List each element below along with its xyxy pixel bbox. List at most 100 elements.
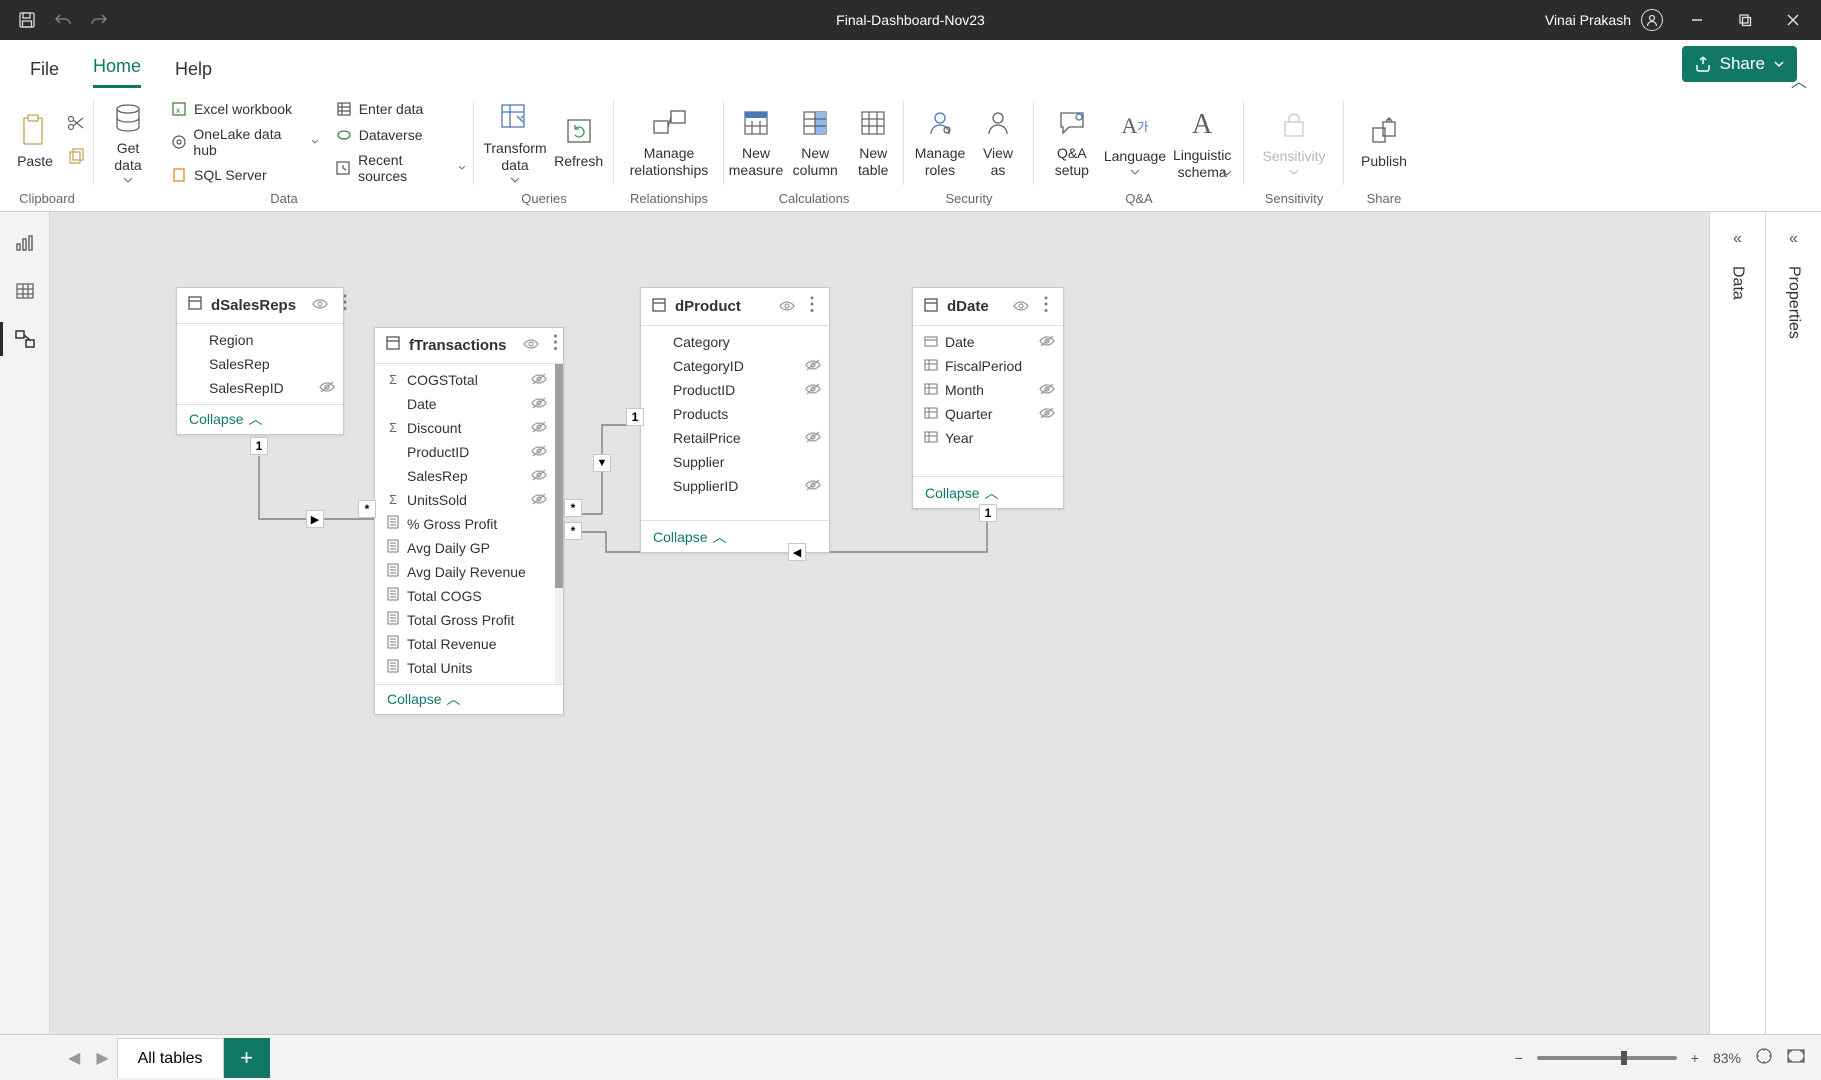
cut-icon[interactable] [67,114,85,137]
collapse-button[interactable]: Collapse ︿ [177,404,343,434]
table-dProduct[interactable]: dProduct ⋮ CategoryCategoryIDProductIDPr… [640,287,830,553]
tab-home[interactable]: Home [93,56,141,88]
field-row[interactable]: Products [641,402,829,426]
field-row[interactable]: Date [913,330,1063,354]
table-dDate[interactable]: dDate ⋮ DateFiscalPeriodMonthQuarterYear… [912,287,1064,509]
sql-server-button[interactable]: SQL Server [170,166,319,184]
excel-workbook-button[interactable]: xExcel workbook [170,100,319,118]
zoom-out-button[interactable]: − [1515,1050,1523,1066]
nav-prev-icon[interactable]: ◀ [60,1048,88,1068]
visibility-icon[interactable] [1013,299,1029,315]
new-table-button[interactable]: New table [847,105,899,179]
fullscreen-icon[interactable] [1787,1049,1805,1066]
field-row[interactable]: ProductID [641,378,829,402]
field-row[interactable]: CategoryID [641,354,829,378]
field-row[interactable]: Date [375,392,555,416]
user-account[interactable]: Vinai Prakash [1545,9,1663,31]
field-row[interactable]: Total COGS [375,584,555,608]
manage-relationships-button[interactable]: Manage relationships [630,105,709,179]
visibility-icon[interactable] [779,299,795,315]
tab-help[interactable]: Help [175,59,212,88]
field-row[interactable]: Region [177,328,343,352]
paste-button[interactable]: Paste [9,113,61,170]
model-view-icon[interactable] [12,326,38,352]
table-header[interactable]: dSalesReps ⋮ [177,288,343,324]
table-header[interactable]: dDate ⋮ [913,288,1063,326]
new-measure-button[interactable]: New measure [729,105,783,179]
qa-setup-button[interactable]: Q&A setup [1046,105,1098,179]
right-rail-properties[interactable]: « Properties [1765,212,1821,1034]
field-row[interactable]: Supplier [641,450,829,474]
field-row[interactable]: Total Units [375,656,555,680]
zoom-slider[interactable] [1537,1056,1677,1060]
onelake-button[interactable]: OneLake data hub [170,126,319,158]
copy-icon[interactable] [67,147,85,170]
transform-data-button[interactable]: Transform data [483,100,546,184]
field-row[interactable]: ΣDiscount [375,416,555,440]
table-header[interactable]: fTransactions ⋮ [375,328,563,364]
maximize-button[interactable] [1731,6,1759,34]
report-view-icon[interactable] [12,230,38,256]
recent-sources-button[interactable]: Recent sources [335,152,466,184]
new-column-button[interactable]: New column [789,105,841,179]
linguistic-schema-button[interactable]: A Linguistic schema [1172,107,1232,177]
right-rail-data[interactable]: « Data [1709,212,1765,1034]
field-row[interactable]: Avg Daily Revenue [375,560,555,584]
field-row[interactable]: Quarter [913,402,1063,426]
field-row[interactable]: FiscalPeriod [913,354,1063,378]
minimize-button[interactable] [1683,6,1711,34]
more-icon[interactable]: ⋮ [1037,299,1053,315]
field-row[interactable]: Total Gross Profit [375,608,555,632]
more-icon[interactable]: ⋮ [803,299,819,315]
field-row[interactable]: ProductID [375,440,555,464]
field-row[interactable]: Year [913,426,1063,450]
more-icon[interactable]: ⋮ [547,337,563,353]
field-row[interactable]: % Gross Profit [375,512,555,536]
field-row[interactable]: Category [641,330,829,354]
field-row[interactable]: ΣUnitsSold [375,488,555,512]
collapse-button[interactable]: Collapse ︿ [375,684,563,714]
tab-all-tables[interactable]: All tables [117,1038,224,1078]
tab-file[interactable]: File [30,59,59,88]
field-row[interactable]: Avg Daily GP [375,536,555,560]
field-row[interactable]: SalesRepID [177,376,343,400]
field-row[interactable]: SupplierID [641,474,829,498]
enter-data-button[interactable]: Enter data [335,100,466,118]
model-canvas[interactable]: dSalesReps ⋮ RegionSalesRepSalesRepID Co… [50,212,1709,1034]
save-icon[interactable] [18,11,36,29]
view-as-button[interactable]: View as [972,105,1024,179]
field-name: Avg Daily GP [407,540,547,556]
dataverse-button[interactable]: Dataverse [335,126,466,144]
data-view-icon[interactable] [12,278,38,304]
table-dSalesReps[interactable]: dSalesReps ⋮ RegionSalesRepSalesRepID Co… [176,287,344,435]
field-row[interactable]: SalesRep [375,464,555,488]
add-tab-button[interactable]: + [224,1038,270,1078]
nav-next-icon[interactable]: ▶ [88,1048,116,1068]
refresh-button[interactable]: Refresh [553,113,605,170]
field-row[interactable]: RetailPrice [641,426,829,450]
chevron-left-icon[interactable]: « [1789,230,1798,248]
field-row[interactable]: SalesRep [177,352,343,376]
publish-button[interactable]: Publish [1358,113,1410,170]
field-name: % Gross Profit [407,516,547,532]
scrollbar[interactable] [555,364,563,684]
zoom-in-button[interactable]: + [1691,1050,1699,1066]
get-data-button[interactable]: Get data [102,100,154,184]
more-icon[interactable]: ⋮ [336,297,352,313]
field-row[interactable]: Total Revenue [375,632,555,656]
field-row[interactable]: ΣCOGSTotal [375,368,555,392]
visibility-icon[interactable] [312,297,328,313]
fit-to-page-icon[interactable] [1755,1047,1773,1068]
language-button[interactable]: A가 Language [1104,108,1166,175]
share-button[interactable]: Share [1682,46,1797,82]
field-row[interactable]: Month [913,378,1063,402]
redo-icon[interactable] [90,11,108,29]
undo-icon[interactable] [54,11,72,29]
visibility-icon[interactable] [523,337,539,353]
close-button[interactable] [1779,6,1807,34]
table-header[interactable]: dProduct ⋮ [641,288,829,326]
manage-roles-button[interactable]: Manage roles [914,105,966,179]
table-fTransactions[interactable]: fTransactions ⋮ ΣCOGSTotalDateΣDiscountP… [374,327,564,715]
chevron-left-icon[interactable]: « [1733,230,1742,248]
collapse-ribbon-icon[interactable]: ︿ [1791,68,1807,92]
